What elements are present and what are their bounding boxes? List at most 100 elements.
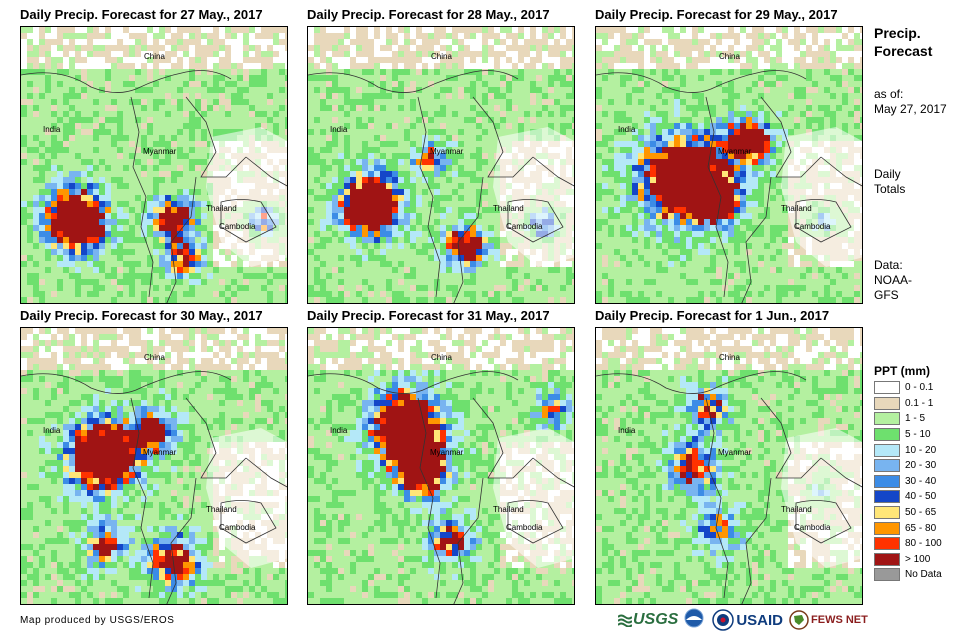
precip-cell: [231, 303, 237, 304]
precip-cell: [189, 279, 195, 285]
precip-cell: [608, 75, 614, 81]
precip-cell: [494, 99, 500, 105]
precip-cell: [21, 243, 27, 249]
precip-cell: [159, 69, 165, 75]
precip-cell: [626, 51, 632, 57]
precip-cell: [123, 39, 129, 45]
precip-cell: [368, 33, 374, 39]
precip-cell: [33, 249, 39, 255]
precip-cell: [374, 51, 380, 57]
precip-cell: [500, 39, 506, 45]
precip-cell: [69, 261, 75, 267]
precip-cell: [356, 93, 362, 99]
precip-cell: [320, 243, 326, 249]
precip-cell: [386, 237, 392, 243]
precip-cell: [105, 153, 111, 159]
precip-cell: [662, 81, 668, 87]
precip-cell: [81, 177, 87, 183]
precip-cell: [416, 123, 422, 129]
precip-cell: [818, 27, 824, 33]
precip-cell: [788, 105, 794, 111]
precip-cell: [380, 225, 386, 231]
precip-cell: [440, 153, 446, 159]
precip-cell: [117, 135, 123, 141]
precip-cell: [308, 255, 314, 261]
precip-cell: [392, 279, 398, 285]
precip-cell: [195, 51, 201, 57]
precip-cell: [428, 111, 434, 117]
precip-cell: [189, 165, 195, 171]
precip-cell: [410, 39, 416, 45]
precip-cell: [57, 177, 63, 183]
precip-cell: [428, 57, 434, 63]
precip-cell: [213, 81, 219, 87]
precip-cell: [386, 45, 392, 51]
precip-cell: [674, 51, 680, 57]
precip-cell: [314, 189, 320, 195]
precip-cell: [320, 57, 326, 63]
precip-cell: [410, 219, 416, 225]
precip-cell: [350, 69, 356, 75]
precip-cell: [350, 195, 356, 201]
precip-cell: [99, 135, 105, 141]
precip-cell: [273, 81, 279, 87]
precip-cell: [404, 63, 410, 69]
precip-cell: [51, 303, 57, 304]
precip-cell: [105, 297, 111, 303]
precip-cell: [458, 27, 464, 33]
precip-cell: [602, 63, 608, 69]
precip-cell: [680, 33, 686, 39]
precip-cell: [410, 279, 416, 285]
precip-cell: [105, 39, 111, 45]
precip-cell: [183, 33, 189, 39]
precip-cell: [692, 105, 698, 111]
precip-cell: [698, 111, 704, 117]
precip-cell: [494, 225, 500, 231]
precip-cell: [434, 147, 440, 153]
precip-cell: [45, 249, 51, 255]
precip-cell: [350, 27, 356, 33]
precip-cell: [93, 33, 99, 39]
precip-cell: [183, 189, 189, 195]
precip-cell: [27, 75, 33, 81]
precip-cell: [482, 81, 488, 87]
precip-cell: [177, 303, 183, 304]
precip-cell: [392, 189, 398, 195]
precip-cell: [129, 123, 135, 129]
precip-cell: [69, 219, 75, 225]
precip-cell: [225, 27, 231, 33]
precip-cell: [105, 207, 111, 213]
precip-cell: [638, 87, 644, 93]
precip-cell: [788, 81, 794, 87]
precip-cell: [21, 111, 27, 117]
precip-cell: [674, 105, 680, 111]
precip-cell: [374, 201, 380, 207]
precip-cell: [764, 63, 770, 69]
precip-cell: [638, 81, 644, 87]
precip-cell: [99, 267, 105, 273]
precip-cell: [189, 63, 195, 69]
precip-cell: [386, 63, 392, 69]
precip-cell: [632, 69, 638, 75]
precip-cell: [314, 285, 320, 291]
precip-cell: [434, 159, 440, 165]
precip-cell: [45, 129, 51, 135]
precip-cell: [87, 303, 93, 304]
precip-cell: [69, 243, 75, 249]
precip-cell: [428, 201, 434, 207]
precip-cell: [147, 99, 153, 105]
precip-cell: [500, 243, 506, 249]
precip-cell: [57, 189, 63, 195]
precip-cell: [320, 123, 326, 129]
precip-cell: [225, 105, 231, 111]
precip-cell: [195, 249, 201, 255]
precip-cell: [380, 201, 386, 207]
precip-cell: [398, 81, 404, 87]
precip-cell: [189, 183, 195, 189]
precip-cell: [213, 87, 219, 93]
precip-cell: [494, 207, 500, 213]
precip-cell: [512, 45, 518, 51]
precip-cell: [111, 207, 117, 213]
precip-cell: [716, 39, 722, 45]
precip-cell: [632, 87, 638, 93]
